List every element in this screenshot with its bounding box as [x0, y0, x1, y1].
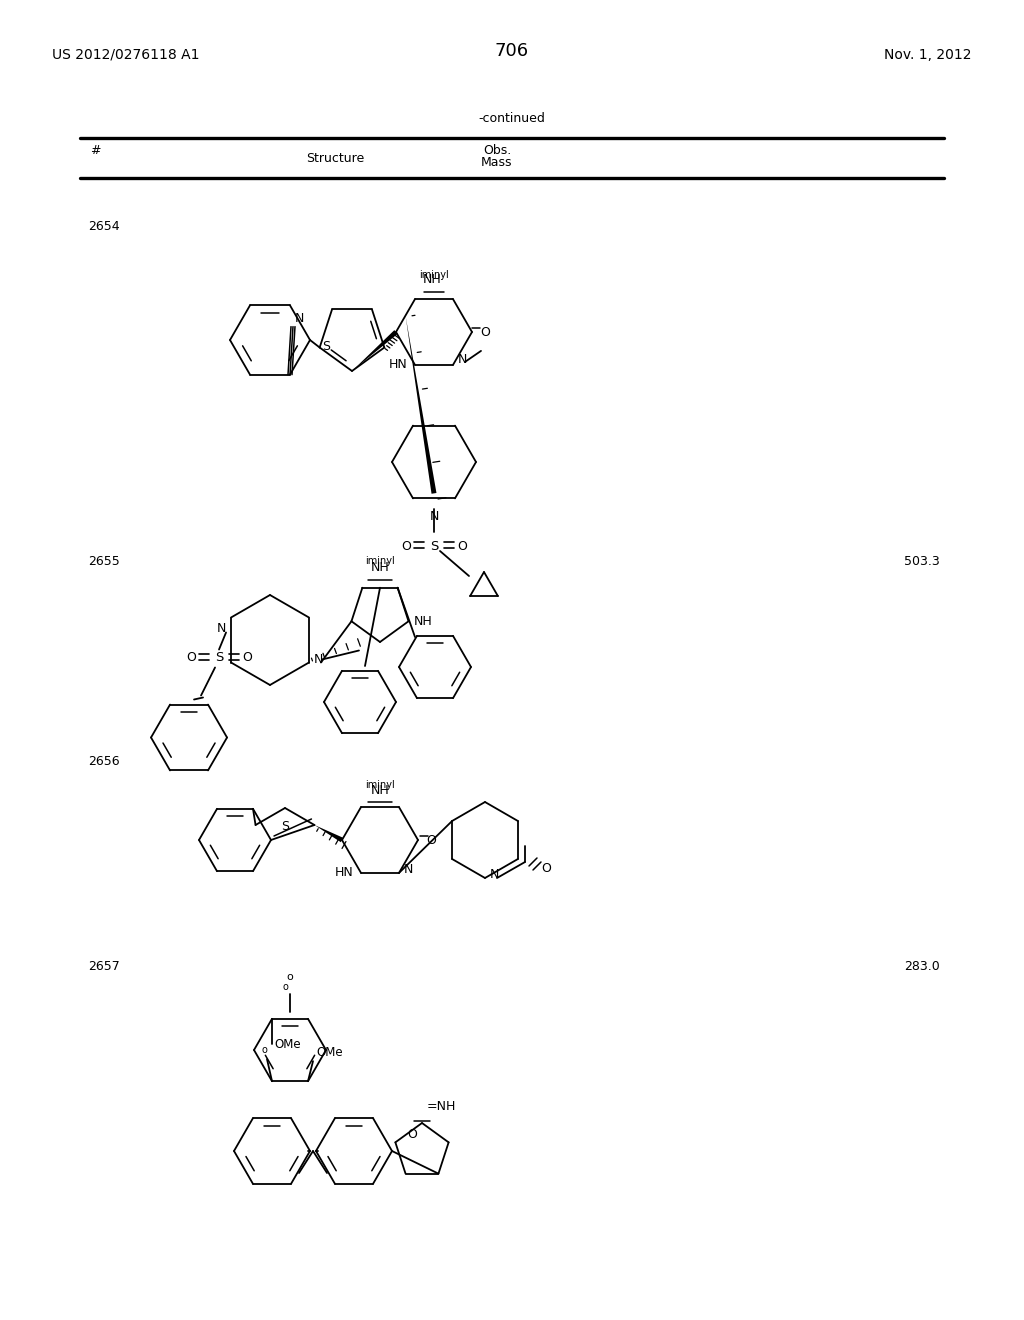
Text: N: N	[295, 312, 304, 325]
Text: O: O	[480, 326, 489, 338]
Text: NH: NH	[371, 784, 389, 797]
Text: iminyl: iminyl	[366, 556, 395, 566]
Text: 2655: 2655	[88, 554, 120, 568]
Text: 706: 706	[495, 42, 529, 59]
Text: 503.3: 503.3	[904, 554, 940, 568]
Text: 2656: 2656	[88, 755, 120, 768]
Text: O: O	[426, 833, 436, 846]
Text: =NH: =NH	[427, 1100, 457, 1113]
Text: 2654: 2654	[88, 220, 120, 234]
Text: NH: NH	[423, 273, 441, 286]
Text: S: S	[281, 820, 289, 833]
Text: N: N	[429, 510, 438, 523]
Text: O: O	[541, 862, 551, 874]
Text: O: O	[401, 540, 411, 553]
Text: Nov. 1, 2012: Nov. 1, 2012	[885, 48, 972, 62]
Text: US 2012/0276118 A1: US 2012/0276118 A1	[52, 48, 200, 62]
Text: o: o	[282, 982, 288, 993]
Text: N: N	[404, 863, 414, 876]
Text: S: S	[322, 341, 330, 354]
Text: -continued: -continued	[478, 112, 546, 125]
Text: Structure: Structure	[306, 152, 365, 165]
Text: N: N	[217, 623, 226, 635]
Text: iminyl: iminyl	[366, 780, 395, 789]
Text: 283.0: 283.0	[904, 960, 940, 973]
Text: OMe: OMe	[316, 1047, 343, 1059]
Text: Mass: Mass	[480, 156, 512, 169]
Text: O: O	[186, 651, 196, 664]
Text: Obs.: Obs.	[483, 144, 512, 157]
Polygon shape	[352, 330, 397, 371]
Text: #: #	[90, 144, 100, 157]
Polygon shape	[314, 825, 343, 842]
Text: HN: HN	[388, 359, 407, 371]
Text: 2657: 2657	[88, 960, 120, 973]
Text: iminyl: iminyl	[419, 271, 449, 280]
Text: S: S	[430, 540, 438, 553]
Text: o: o	[287, 972, 293, 982]
Text: N: N	[458, 354, 467, 367]
Text: S: S	[215, 651, 223, 664]
Text: o: o	[261, 1045, 267, 1055]
Polygon shape	[406, 315, 436, 494]
Text: O: O	[457, 540, 467, 553]
Text: O: O	[408, 1129, 417, 1140]
Text: N: N	[314, 653, 324, 667]
Text: NH: NH	[371, 561, 389, 574]
Text: N: N	[490, 869, 500, 882]
Text: O: O	[242, 651, 252, 664]
Text: OMe: OMe	[274, 1038, 301, 1051]
Text: HN: HN	[334, 866, 353, 879]
Text: NH: NH	[414, 615, 432, 628]
